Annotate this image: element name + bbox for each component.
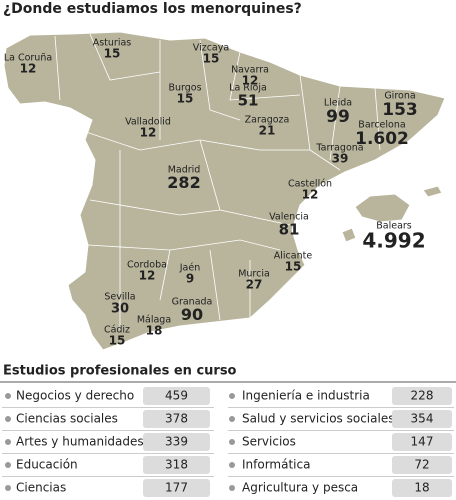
row-label: Servicios [242,435,296,449]
region-value: 15 [109,334,126,348]
region-name: Sevilla [104,292,135,303]
spain-mainland [3,31,446,351]
map [3,31,446,351]
region-name: Madrid [168,165,201,176]
row-label: Salud y servicios sociales [242,412,394,426]
ibiza [341,227,357,243]
region-value: 15 [104,47,121,61]
region-value: 21 [259,124,276,138]
value-box [392,387,452,405]
value-box [143,387,210,405]
region-value: 153 [382,100,418,120]
region-value: 12 [20,62,37,76]
table-title: Estudios profesionales en curso [3,364,237,379]
row-value: 318 [165,458,188,472]
row-value: 18 [414,481,429,495]
bullet [229,416,235,422]
row-value: 177 [165,481,188,495]
region-value: 99 [326,107,350,127]
row-value: 228 [411,389,434,403]
region-name: Navarra [231,65,269,76]
value-box [143,456,210,474]
row-value: 378 [165,412,188,426]
region-value: 12 [242,74,259,88]
region-name: Cádiz [104,325,130,336]
row-value: 72 [414,458,429,472]
bullet [5,393,11,399]
region-name: Cordoba [127,260,167,271]
row-label: Artes y humanidades [16,435,144,449]
region-name: Barcelona [358,120,405,131]
region-value: 15 [203,52,220,66]
region-value: 9 [186,272,194,286]
region-name: Asturias [93,38,132,49]
bullet [229,485,235,491]
row-value: 147 [411,435,434,449]
bullet [229,439,235,445]
region-value: 12 [140,126,157,140]
value-box [392,456,452,474]
region-value: 4.992 [362,229,425,253]
region-name: Castellón [288,179,332,190]
region-value: 81 [279,221,300,239]
region-name: Burgos [168,83,201,94]
bullet [229,393,235,399]
region-name: Balears [376,221,412,232]
region-name: Tarragona [315,143,363,154]
region-value: 15 [177,92,194,106]
row-value: 459 [165,389,188,403]
value-box [143,479,210,497]
region-value: 18 [146,324,163,338]
region-value: 51 [238,92,259,110]
region-name: Jaén [179,263,201,274]
row-label: Informática [242,458,310,472]
region-name: Valencia [269,212,309,223]
region-name: Granada [172,297,213,308]
bullet [5,462,11,468]
region-value: 15 [285,260,302,274]
bullet [5,485,11,491]
row-value: 354 [411,412,434,426]
value-box [392,433,452,451]
region-name: Girona [384,91,415,102]
table: Negocios y derecho 459 Ciencias sociales 37… [2,387,454,497]
value-box [143,433,210,451]
bullet [229,462,235,468]
row-label: Educación [16,458,78,472]
bullet [5,416,11,422]
region-name: La Coruña [4,53,52,64]
region-name: Zaragoza [245,115,290,126]
region-name: Lleida [324,98,352,109]
region-value: 282 [167,173,200,192]
region-value: 12 [139,269,156,283]
region-name: Alicante [274,251,313,262]
province-borders [54,33,381,330]
region-value: 12 [302,188,319,202]
region-name: Murcia [238,269,270,280]
row-label: Agricultura y pesca [242,481,358,495]
region-name: Vizcaya [193,43,229,54]
row-label: Ciencias sociales [16,412,118,426]
region-name: Valladolid [125,117,171,128]
mallorca [354,193,411,223]
value-box [392,479,452,497]
region-name: Málaga [137,315,171,326]
region-value: 90 [181,305,203,324]
row-label: Ingeniería e industria [242,389,370,403]
row-value: 339 [165,435,188,449]
title: ¿Donde estudiamos los menorquines? [3,1,302,17]
value-box [143,410,210,428]
row-label: Negocios y derecho [16,389,134,403]
region-value: 1.602 [355,129,409,149]
region-name: La Rioja [229,83,267,94]
region-value: 27 [246,278,263,292]
row-label: Ciencias [16,481,66,495]
value-box [392,410,452,428]
bullet [5,439,11,445]
region-value: 30 [111,301,129,316]
menorca [422,185,443,198]
region-value: 39 [332,152,349,166]
